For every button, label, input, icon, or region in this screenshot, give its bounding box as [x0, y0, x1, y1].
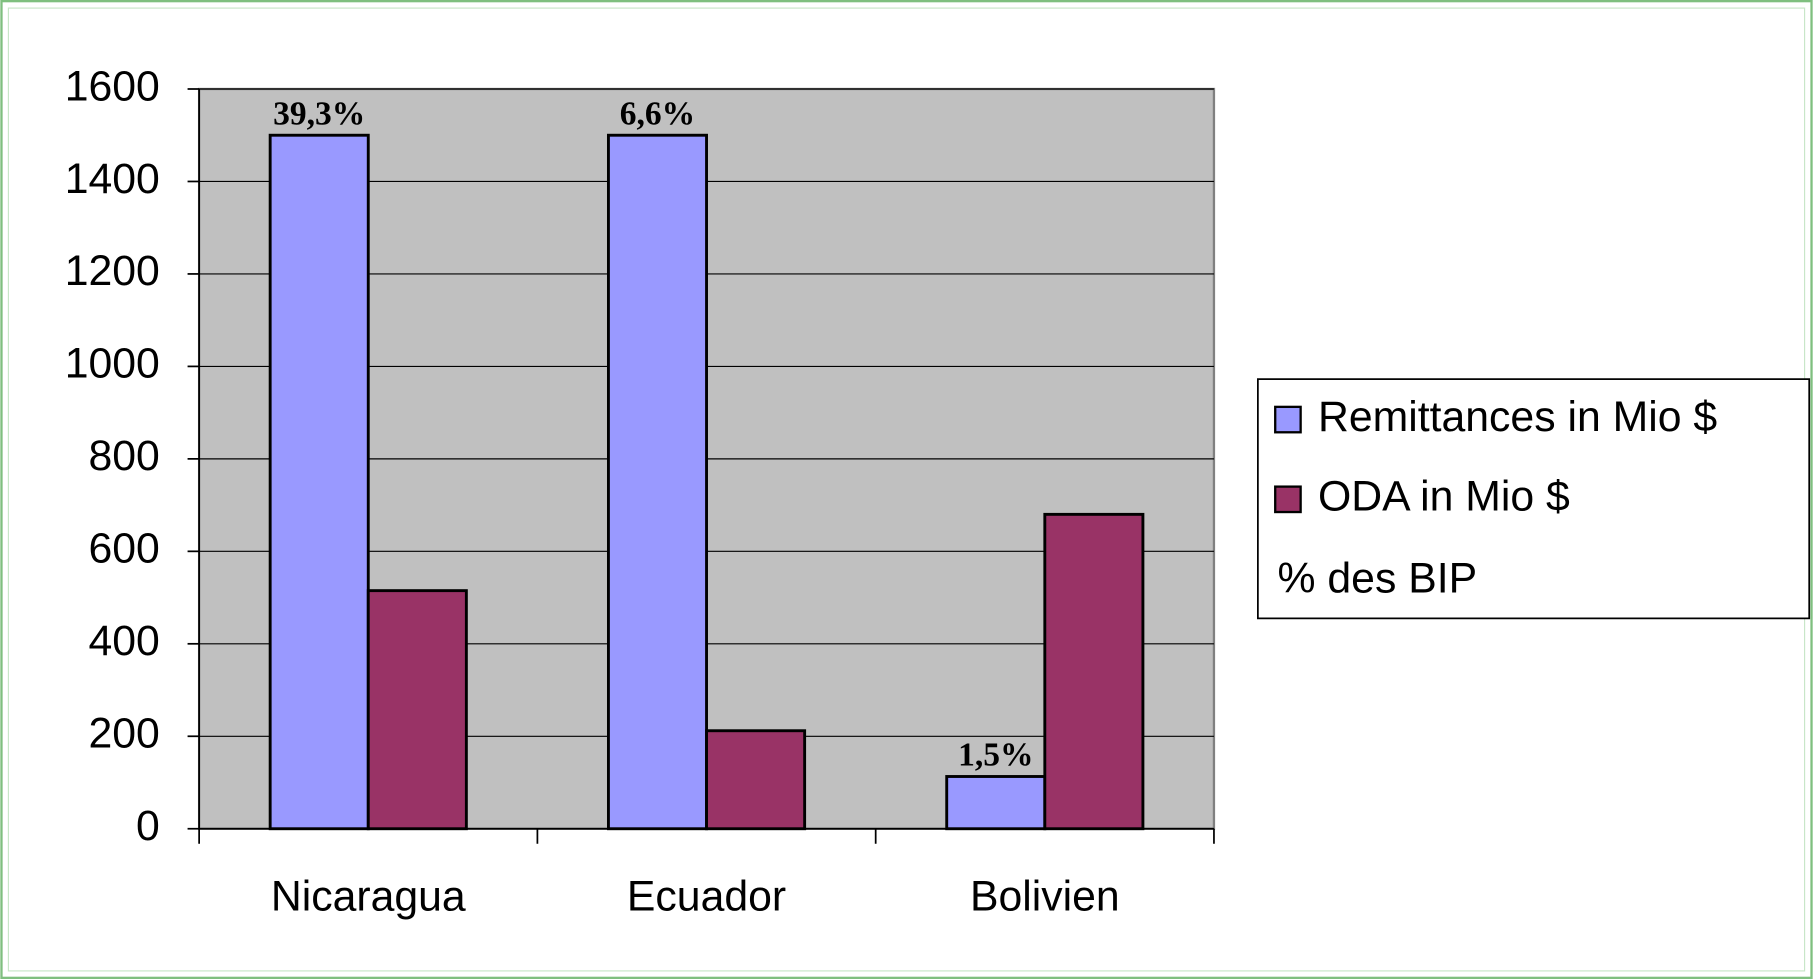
- legend-swatch: [1274, 485, 1302, 514]
- x-tick-label: Ecuador: [627, 873, 786, 921]
- value-label: 1,5%: [958, 737, 1033, 774]
- y-tick-label: 1000: [65, 340, 160, 388]
- y-tick-label: 0: [136, 802, 160, 850]
- bar: [945, 775, 1047, 831]
- bar: [366, 589, 468, 831]
- bar: [1043, 512, 1145, 831]
- y-tick-label: 600: [88, 525, 159, 573]
- legend-label: ODA in Mio $: [1318, 473, 1570, 521]
- legend-swatch: [1274, 405, 1302, 434]
- y-tick-label: 1200: [65, 247, 160, 295]
- bar: [606, 133, 708, 831]
- legend-label: % des BIP: [1278, 555, 1478, 603]
- x-tick-label: Nicaragua: [271, 873, 466, 921]
- x-tick-label: Bolivien: [970, 873, 1120, 921]
- y-tick-label: 200: [88, 710, 159, 758]
- legend-label: Remittances in Mio $: [1318, 393, 1717, 441]
- value-label: 39,3%: [273, 95, 365, 132]
- y-tick-label: 1400: [65, 155, 160, 203]
- bar: [268, 133, 370, 831]
- y-tick-label: 800: [88, 432, 159, 480]
- legend-box: [1257, 378, 1811, 620]
- y-tick-label: 400: [88, 617, 159, 665]
- y-tick-label: 1600: [65, 62, 160, 110]
- bar: [705, 729, 807, 831]
- value-label: 6,6%: [620, 95, 695, 132]
